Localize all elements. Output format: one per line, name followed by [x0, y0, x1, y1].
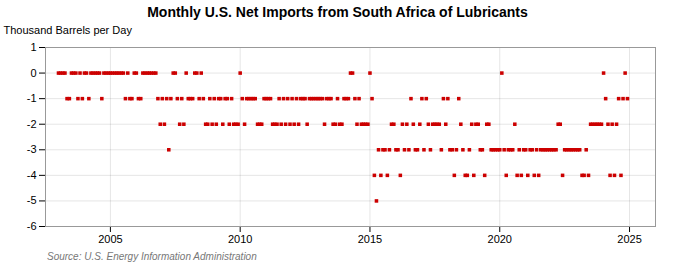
svg-text:-5: -5	[27, 194, 37, 206]
html-text:Source: U.S. Energy Informatio: Source: U.S. Energy Information Administ…	[47, 251, 257, 262]
svg-text:2025: 2025	[617, 233, 641, 245]
svg-text:2005: 2005	[98, 233, 122, 245]
svg-text:0: 0	[30, 67, 36, 79]
svg-text:-2: -2	[27, 118, 37, 130]
svg-text:2020: 2020	[488, 233, 512, 245]
svg-text:Thousand Barrels per Day: Thousand Barrels per Day	[4, 24, 133, 36]
html-text:Monthly U.S. Net Imports from: Monthly U.S. Net Imports from South Afri…	[147, 4, 528, 20]
svg-text:-6: -6	[27, 220, 37, 232]
svg-text:-3: -3	[27, 143, 37, 155]
svg-text:1: 1	[30, 41, 36, 53]
svg-text:2015: 2015	[358, 233, 382, 245]
svg-text:2010: 2010	[228, 233, 252, 245]
svg-text:-4: -4	[27, 169, 37, 181]
svg-text:-1: -1	[27, 92, 37, 104]
